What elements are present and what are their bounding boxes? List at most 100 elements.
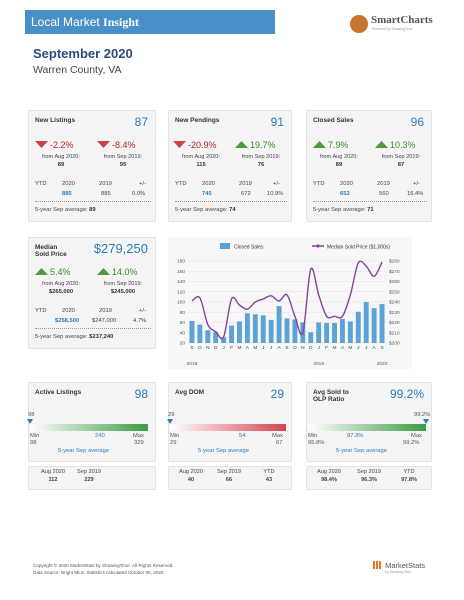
page-subtitle: Warren County, VA bbox=[33, 64, 122, 76]
bar bbox=[347, 321, 353, 343]
bar bbox=[363, 302, 369, 343]
ytd-year-1: 2020 bbox=[62, 308, 75, 314]
change-2: 14.0% bbox=[97, 267, 138, 277]
x-tick: O bbox=[198, 345, 202, 351]
ytd-year-1: 2020 bbox=[202, 181, 215, 187]
x-tick: A bbox=[246, 345, 250, 351]
range-max: 329 bbox=[134, 440, 144, 446]
header-emphasis: Insight bbox=[103, 15, 140, 29]
logo-tagline: Powered by ShowingTime bbox=[372, 27, 413, 31]
card-avg-dom: Avg DOM 29 bbox=[168, 382, 292, 462]
x-tick: D bbox=[214, 345, 218, 351]
x-tick: M bbox=[348, 345, 352, 351]
card-value: 91 bbox=[270, 115, 284, 129]
x-tick: N bbox=[206, 345, 210, 351]
change-1-from: from Aug 2020: bbox=[42, 281, 80, 287]
change-2-value: 14.0% bbox=[112, 267, 138, 277]
compare-value-1: 98.4% bbox=[321, 477, 337, 483]
card-value: $279,250 bbox=[93, 241, 148, 256]
ytd-year-2: 2019 bbox=[377, 181, 390, 187]
page-title: September 2020 bbox=[33, 46, 133, 61]
x-tick: O bbox=[293, 345, 297, 351]
y-right-tick: $230 bbox=[389, 310, 400, 316]
header-bar: Local Market Insight bbox=[25, 10, 275, 34]
change-1-from: from Aug 2020: bbox=[42, 154, 80, 160]
marketstats-logo-icon bbox=[373, 561, 383, 569]
ratio-range-bar bbox=[308, 424, 426, 431]
ytd-year-2: 2019 bbox=[99, 181, 112, 187]
ytd-pct: 4.7% bbox=[133, 318, 147, 324]
y-left-tick: 180 bbox=[177, 259, 185, 265]
bar bbox=[316, 322, 322, 343]
change-1: 7.9% bbox=[313, 140, 349, 150]
range-max-label: Max bbox=[272, 433, 283, 439]
arrow-up-icon bbox=[235, 141, 248, 148]
x-tick: S bbox=[380, 345, 383, 351]
change-2-value: 19.7% bbox=[250, 140, 276, 150]
smartcharts-logo: SmartCharts Powered by ShowingTime bbox=[350, 14, 440, 36]
change-2-prev: 95 bbox=[119, 162, 127, 168]
ytd-value-1: $258,500 bbox=[55, 318, 80, 324]
x-tick: J bbox=[270, 345, 273, 351]
x-tick: A bbox=[341, 345, 345, 351]
bar bbox=[332, 323, 337, 343]
card-value: 98 bbox=[134, 387, 148, 401]
smartcharts-logo-icon bbox=[350, 15, 368, 33]
bar bbox=[276, 306, 282, 343]
x-tick: J bbox=[222, 345, 225, 351]
bar bbox=[292, 319, 298, 343]
y-right-tick: $260 bbox=[389, 279, 400, 285]
compare-label-3: YTD bbox=[263, 469, 275, 475]
x-tick: D bbox=[309, 345, 313, 351]
card-value: 96 bbox=[410, 115, 424, 129]
active-comparison: Aug 2020 Sep 2019 112 229 bbox=[28, 466, 156, 490]
five-year-avg: 5-year Sep average: 71 bbox=[313, 207, 374, 213]
card-label: Avg DOM bbox=[175, 389, 205, 396]
card-median-sold-price: Median Sold Price $279,250 5.4% 14.0% fro… bbox=[28, 237, 156, 349]
five-year-avg: 5-year Sep average: 89 bbox=[35, 207, 96, 213]
ytd-value-2: 885 bbox=[101, 191, 111, 197]
ytd-value-2: 560 bbox=[379, 191, 389, 197]
avg-label: 5-year Sep average: bbox=[35, 207, 88, 213]
x-tick: S bbox=[190, 345, 193, 351]
arrow-up-icon bbox=[35, 268, 48, 275]
compare-value-1: 40 bbox=[187, 477, 195, 483]
bar bbox=[252, 314, 258, 343]
data-source: Data Source: Bright MLS. Statistics calc… bbox=[33, 569, 165, 575]
x-tick: A bbox=[373, 345, 377, 351]
arrow-up-icon bbox=[313, 141, 326, 148]
change-2-prev: 87 bbox=[397, 162, 405, 168]
avg-value: 74 bbox=[229, 207, 236, 213]
ytd-pm: +/- bbox=[139, 308, 146, 314]
avg-label: 5-year Sep average: bbox=[175, 207, 228, 213]
range-current-label: 29 bbox=[168, 412, 175, 418]
y-left-tick: 80 bbox=[180, 310, 186, 316]
ytd-year-2: 2019 bbox=[239, 181, 252, 187]
change-2-value: 10.3% bbox=[390, 140, 416, 150]
card-new-listings: New Listings 87 -2.2% -8.4% from Aug 202… bbox=[28, 110, 156, 222]
range-min: 29 bbox=[170, 440, 177, 446]
avg-value: 89 bbox=[89, 207, 96, 213]
ytd-pct: 10.9% bbox=[267, 191, 284, 197]
compare-value-3: 97.8% bbox=[401, 477, 417, 483]
y-left-tick: 160 bbox=[177, 269, 185, 275]
compare-value-2: 229 bbox=[84, 477, 94, 483]
copyright: Copyright © 2020 MarketStats by ShowingT… bbox=[33, 563, 174, 568]
card-label-line-2: Sold Price bbox=[35, 251, 67, 258]
compare-label-1: Aug 2020 bbox=[41, 469, 65, 475]
y-right-tick: $210 bbox=[389, 330, 400, 336]
bar bbox=[205, 330, 211, 343]
card-value: 29 bbox=[270, 387, 284, 401]
ytd-year-2: 2019 bbox=[99, 308, 112, 314]
bar bbox=[244, 313, 250, 343]
ytd-label: YTD bbox=[175, 181, 187, 187]
legend-line-marker bbox=[316, 244, 320, 248]
change-2-from: from Sep 2019: bbox=[241, 154, 281, 160]
five-year-avg: 5-year Sep average: 74 bbox=[175, 207, 236, 213]
active-range-bar bbox=[30, 424, 148, 431]
x-tick: N bbox=[301, 345, 305, 351]
compare-value-3: 43 bbox=[265, 477, 273, 483]
x-tick: M bbox=[237, 345, 241, 351]
range-marker-icon bbox=[167, 419, 173, 424]
divider bbox=[35, 328, 151, 329]
